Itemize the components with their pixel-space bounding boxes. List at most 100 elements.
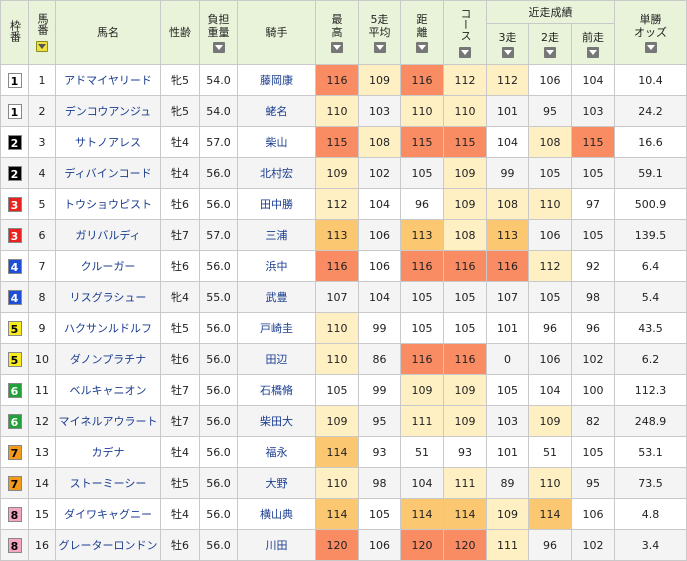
jockey-link[interactable]: 大野 — [265, 477, 288, 490]
horse-name-cell[interactable]: ガリバルディ — [55, 219, 161, 251]
jockey-link[interactable]: 田辺 — [265, 353, 288, 366]
jockey-link[interactable]: 柴田大 — [260, 415, 293, 428]
waku-cell: 3 — [0, 219, 29, 251]
horse-name-cell[interactable]: マイネルアウラート — [55, 405, 161, 437]
horse-name-link[interactable]: ストーミーシー — [69, 477, 147, 490]
header-kinryo[interactable]: 負担 重量 — [199, 0, 238, 65]
horse-name-link[interactable]: ダノンプラチナ — [69, 353, 147, 366]
horse-name-link[interactable]: トウショウピスト — [64, 198, 152, 211]
horse-name-link[interactable]: クルーガー — [80, 260, 136, 273]
r1-cell: 105 — [571, 219, 615, 251]
horse-name-cell[interactable]: グレーターロンドン — [55, 529, 161, 561]
header-r3[interactable]: 3走 — [486, 23, 529, 65]
jockey-link[interactable]: 石橋脩 — [260, 384, 293, 397]
jockey-link[interactable]: 蛯名 — [265, 105, 288, 118]
sort-saiko-icon[interactable] — [331, 41, 343, 53]
waku-badge: 5 — [7, 351, 22, 367]
header-course[interactable]: コース — [443, 0, 487, 65]
jockey-link[interactable]: 福永 — [265, 446, 288, 459]
horse-name-link[interactable]: マイネルアウラート — [58, 415, 158, 428]
r3-cell: 101 — [486, 95, 529, 127]
jockey-cell[interactable]: 福永 — [237, 436, 316, 468]
jockey-cell[interactable]: 大野 — [237, 467, 316, 499]
sort-r3-icon[interactable] — [501, 46, 514, 58]
horse-name-link[interactable]: ハクサンルドルフ — [64, 322, 152, 335]
horse-name-cell[interactable]: サトノアレス — [55, 126, 161, 158]
horse-name-link[interactable]: ガリバルディ — [75, 229, 141, 242]
sort-course-icon[interactable] — [459, 46, 471, 58]
header-waku: 枠番 — [0, 0, 29, 65]
header-odds[interactable]: 単勝 オッズ — [614, 0, 687, 65]
header-r2[interactable]: 2走 — [528, 23, 572, 65]
header-avg5[interactable]: 5走 平均 — [358, 0, 401, 65]
header-umaban[interactable]: 馬番 — [28, 0, 56, 65]
course-cell: 115 — [443, 126, 487, 158]
horse-name-cell[interactable]: ディバインコード — [55, 157, 161, 189]
horse-name-link[interactable]: デンコウアンジュ — [64, 105, 152, 118]
jockey-link[interactable]: 川田 — [265, 539, 288, 552]
kyori-cell: 51 — [400, 436, 444, 468]
horse-name-link[interactable]: リスグラシュー — [69, 291, 147, 304]
header-saiko[interactable]: 最高 — [315, 0, 359, 65]
jockey-link[interactable]: 三浦 — [265, 229, 288, 242]
jockey-cell[interactable]: 田中勝 — [237, 188, 316, 220]
horse-name-link[interactable]: ベルキャニオン — [69, 384, 147, 397]
horse-name-cell[interactable]: ストーミーシー — [55, 467, 161, 499]
jockey-cell[interactable]: 武豊 — [237, 281, 316, 313]
jockey-cell[interactable]: 浜中 — [237, 250, 316, 282]
sort-avg5-icon[interactable] — [373, 41, 386, 53]
jockey-cell[interactable]: 北村宏 — [237, 157, 316, 189]
horse-name-link[interactable]: サトノアレス — [75, 136, 141, 149]
jockey-cell[interactable]: 横山典 — [237, 498, 316, 530]
horse-name-cell[interactable]: デンコウアンジュ — [55, 95, 161, 127]
horse-name-cell[interactable]: ベルキャニオン — [55, 374, 161, 406]
course-cell: 116 — [443, 343, 487, 375]
jockey-cell[interactable]: 柴山 — [237, 126, 316, 158]
jockey-cell[interactable]: 柴田大 — [237, 405, 316, 437]
horse-name-link[interactable]: ダイワキャグニー — [64, 508, 152, 521]
horse-name-cell[interactable]: クルーガー — [55, 250, 161, 282]
horse-name-link[interactable]: カデナ — [91, 446, 125, 459]
horse-name-cell[interactable]: ダイワキャグニー — [55, 498, 161, 530]
jockey-cell[interactable]: 三浦 — [237, 219, 316, 251]
jockey-link[interactable]: 田中勝 — [260, 198, 293, 211]
horse-name-cell[interactable]: トウショウピスト — [55, 188, 161, 220]
jockey-cell[interactable]: 戸崎圭 — [237, 312, 316, 344]
jockey-cell[interactable]: 石橋脩 — [237, 374, 316, 406]
horse-name-cell[interactable]: カデナ — [55, 436, 161, 468]
jockey-link[interactable]: 藤岡康 — [260, 74, 293, 87]
horse-name-link[interactable]: アドマイヤリード — [64, 74, 152, 87]
jockey-cell[interactable]: 田辺 — [237, 343, 316, 375]
jockey-link[interactable]: 北村宏 — [260, 167, 293, 180]
jockey-cell[interactable]: 川田 — [237, 529, 316, 561]
r3-cell: 101 — [486, 312, 529, 344]
header-kyori[interactable]: 距離 — [400, 0, 444, 65]
sort-odds-icon[interactable] — [644, 41, 657, 53]
avg5-cell: 104 — [358, 281, 401, 313]
horse-name-cell[interactable]: アドマイヤリード — [55, 64, 161, 96]
jockey-link[interactable]: 武豊 — [265, 291, 288, 304]
horse-name-cell[interactable]: ハクサンルドルフ — [55, 312, 161, 344]
jockey-cell[interactable]: 蛯名 — [237, 95, 316, 127]
r2-cell: 105 — [528, 281, 572, 313]
kyori-cell: 120 — [400, 529, 444, 561]
horse-name-cell[interactable]: リスグラシュー — [55, 281, 161, 313]
sex-age-cell: 牝5 — [160, 95, 200, 127]
horse-name-link[interactable]: ディバインコード — [64, 167, 152, 180]
horse-name-link[interactable]: グレーターロンドン — [58, 539, 158, 552]
header-r1[interactable]: 前走 — [571, 23, 615, 65]
jockey-link[interactable]: 戸崎圭 — [260, 322, 293, 335]
horse-name-cell[interactable]: ダノンプラチナ — [55, 343, 161, 375]
sort-r2-icon[interactable] — [544, 46, 556, 58]
table-row: 1 2 デンコウアンジュ 牝5 54.0 蛯名 110 103 110 110 101 95 103 24… — [0, 95, 687, 127]
odds-cell: 4.8 — [614, 498, 687, 530]
jockey-cell[interactable]: 藤岡康 — [237, 64, 316, 96]
sort-kyori-icon[interactable] — [416, 41, 428, 53]
jockey-link[interactable]: 浜中 — [265, 260, 288, 273]
sort-r1-icon[interactable] — [587, 46, 599, 58]
jockey-link[interactable]: 横山典 — [260, 508, 293, 521]
sort-kinryo-icon[interactable] — [212, 41, 225, 53]
weight-cell: 54.0 — [199, 95, 238, 127]
jockey-link[interactable]: 柴山 — [265, 136, 288, 149]
sort-umaban-icon[interactable] — [36, 41, 48, 52]
